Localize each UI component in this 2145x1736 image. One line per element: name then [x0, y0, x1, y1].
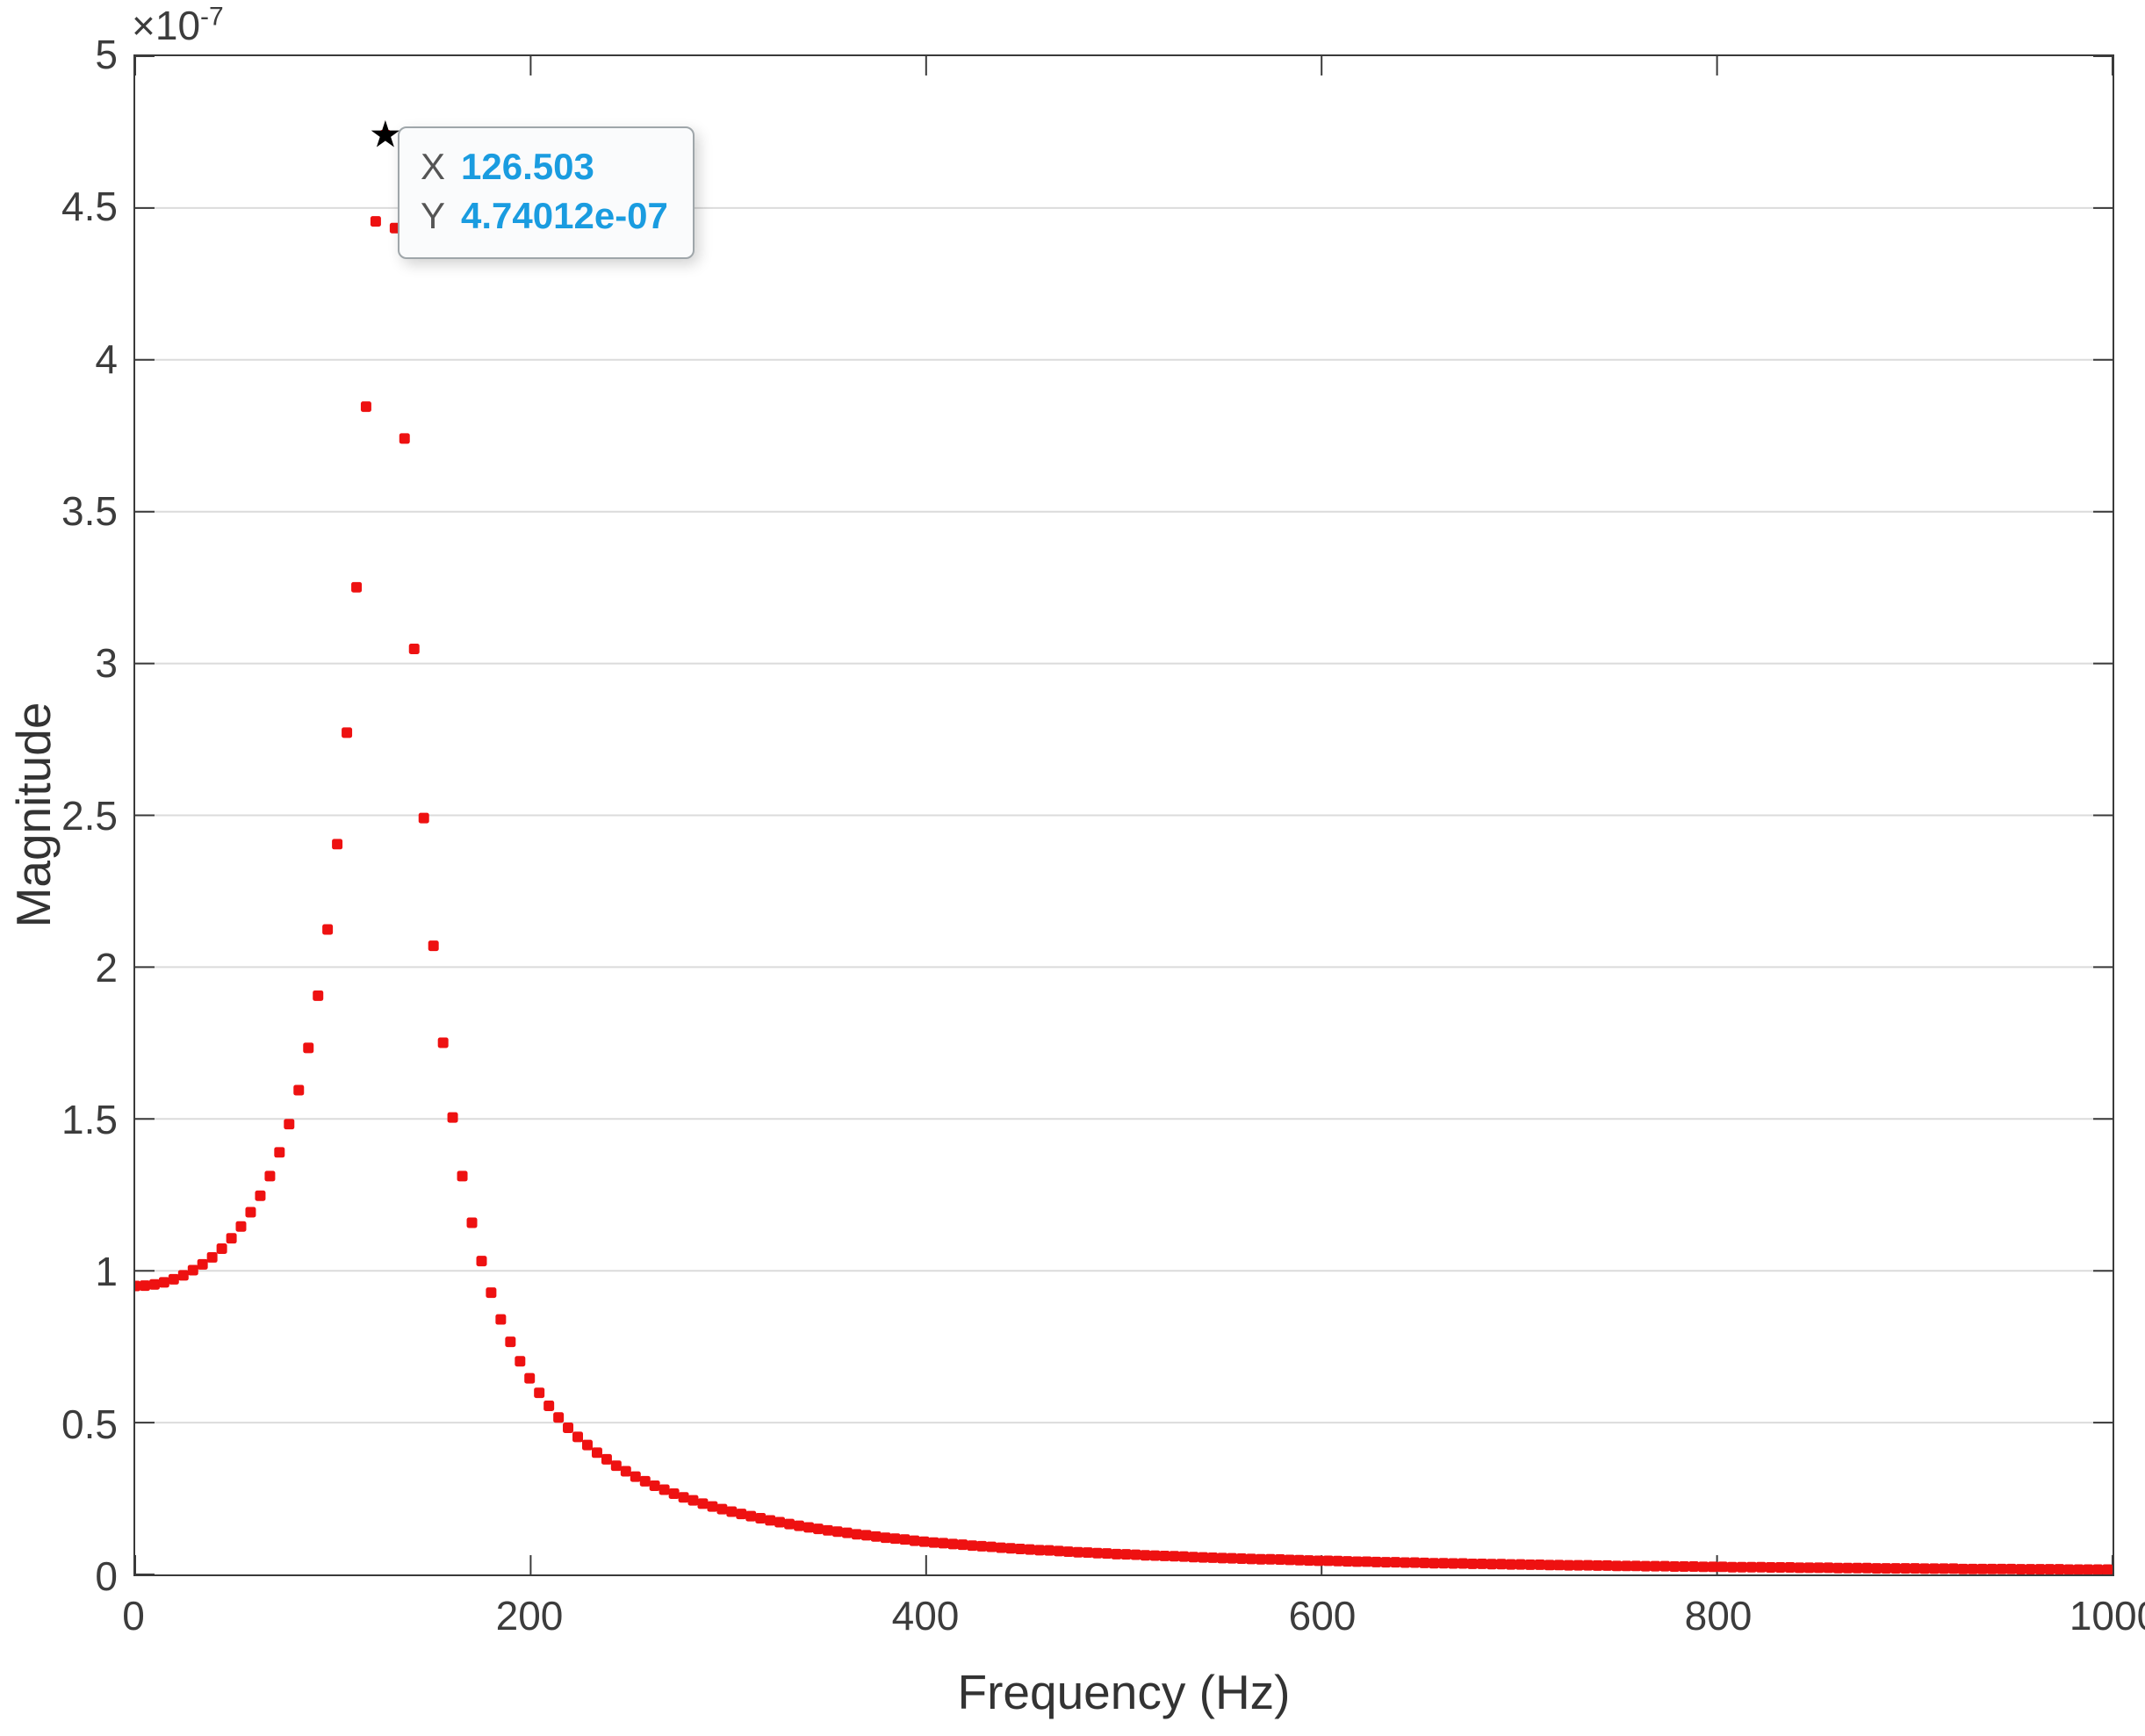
datatip-y-label: Y [421, 195, 446, 237]
exponent-base: ×10 [132, 3, 201, 48]
y-tick-label: 4.5 [61, 184, 118, 229]
datatip-x-row: X 126.503 [421, 142, 668, 191]
datatip-y-row: Y 4.74012e-07 [421, 191, 668, 241]
y-tick-label: 2.5 [61, 793, 118, 839]
scatter-series[interactable] [135, 129, 2113, 1574]
datatip[interactable]: X 126.503 Y 4.74012e-07 [398, 126, 695, 259]
x-tick-label: 800 [1684, 1593, 1753, 1639]
datatip-x-value: 126.503 [461, 146, 594, 187]
datatip-x-label: X [421, 146, 446, 187]
x-tick-label: 400 [891, 1593, 960, 1639]
x-tick-label: 0 [122, 1593, 145, 1639]
y-tick-label: 3.5 [61, 488, 118, 534]
y-axis-exponent-label: ×10-7 [132, 2, 224, 49]
scatter-plot-canvas[interactable] [135, 56, 2113, 1574]
y-tick-label: 0 [95, 1553, 118, 1599]
y-tick-label: 1.5 [61, 1097, 118, 1142]
y-tick-label: 3 [95, 640, 118, 686]
exponent-power: -7 [200, 2, 224, 32]
x-tick-label: 600 [1288, 1593, 1357, 1639]
peak-star-marker[interactable] [371, 119, 400, 148]
horizontal-gridlines [135, 206, 2113, 1424]
y-tick-label: 4 [95, 336, 118, 382]
y-tick-label: 1 [95, 1249, 118, 1294]
datatip-y-value: 4.74012e-07 [461, 195, 668, 237]
x-tick-label: 200 [495, 1593, 564, 1639]
y-tick-label: 5 [95, 32, 118, 77]
x-axis-label: Frequency (Hz) [957, 1665, 1291, 1719]
y-tick-label: 2 [95, 945, 118, 990]
y-tick-label: 0.5 [61, 1401, 118, 1447]
plot-area[interactable] [133, 54, 2114, 1576]
x-tick-label: 1000 [2069, 1593, 2145, 1639]
